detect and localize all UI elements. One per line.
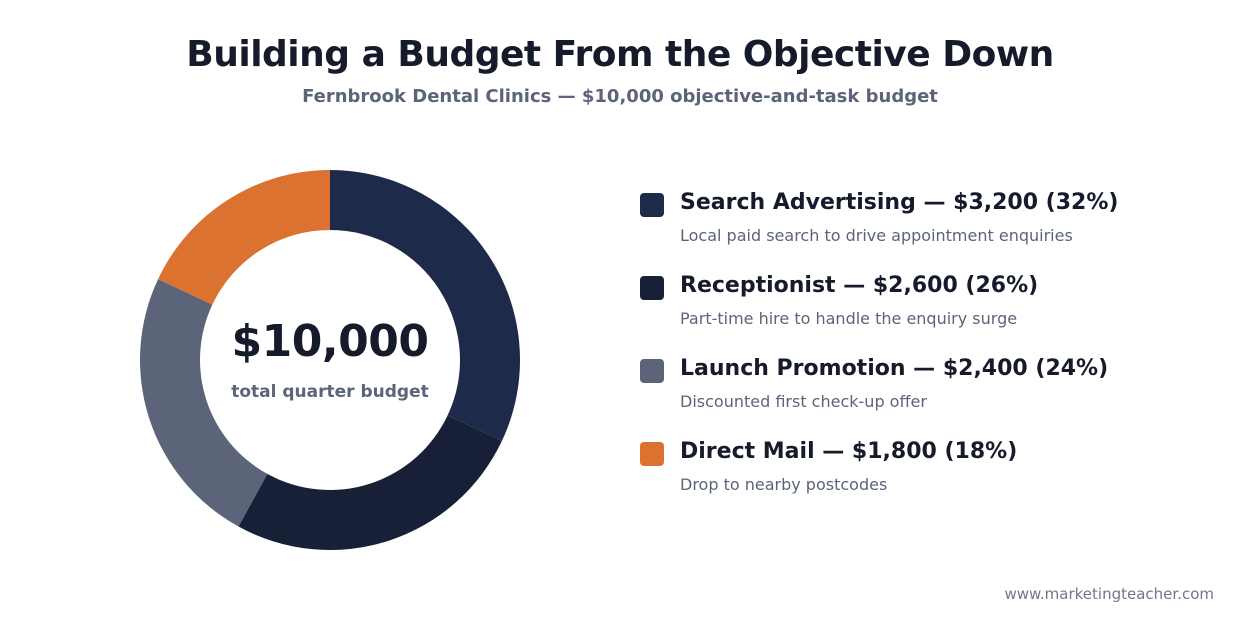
legend-swatch — [640, 276, 664, 300]
chart-subtitle: Fernbrook Dental Clinics — $10,000 objec… — [302, 86, 938, 107]
legend-heading: Launch Promotion — $2,400 (24%) — [680, 356, 1109, 381]
legend-heading: Direct Mail — $1,800 (18%) — [680, 439, 1018, 464]
slice-search-advertising — [330, 170, 520, 441]
slice-receptionist — [238, 415, 502, 550]
chart-title: Building a Budget From the Objective Dow… — [186, 34, 1054, 75]
legend: Search Advertising — $3,200 (32%) Local … — [640, 190, 1200, 522]
legend-description: Drop to nearby postcodes — [680, 475, 888, 494]
legend-description: Discounted first check-up offer — [680, 392, 927, 411]
donut-chart — [140, 170, 520, 550]
legend-swatch — [640, 442, 664, 466]
slice-direct-mail — [158, 170, 330, 305]
source-credit: www.marketingteacher.com — [1004, 585, 1214, 603]
legend-item-launch-promotion: Launch Promotion — $2,400 (24%) Discount… — [640, 356, 1200, 439]
legend-swatch — [640, 193, 664, 217]
legend-item-receptionist: Receptionist — $2,600 (26%) Part-time hi… — [640, 273, 1200, 356]
legend-description: Local paid search to drive appointment e… — [680, 226, 1073, 245]
legend-heading: Receptionist — $2,600 (26%) — [680, 273, 1039, 298]
legend-item-direct-mail: Direct Mail — $1,800 (18%) Drop to nearb… — [640, 439, 1200, 522]
legend-item-search-advertising: Search Advertising — $3,200 (32%) Local … — [640, 190, 1200, 273]
legend-heading: Search Advertising — $3,200 (32%) — [680, 190, 1119, 215]
slice-launch-promotion — [140, 279, 268, 527]
total-budget-label: total quarter budget — [231, 382, 429, 402]
total-budget-value: $10,000 — [231, 316, 429, 367]
legend-swatch — [640, 359, 664, 383]
legend-description: Part-time hire to handle the enquiry sur… — [680, 309, 1018, 328]
